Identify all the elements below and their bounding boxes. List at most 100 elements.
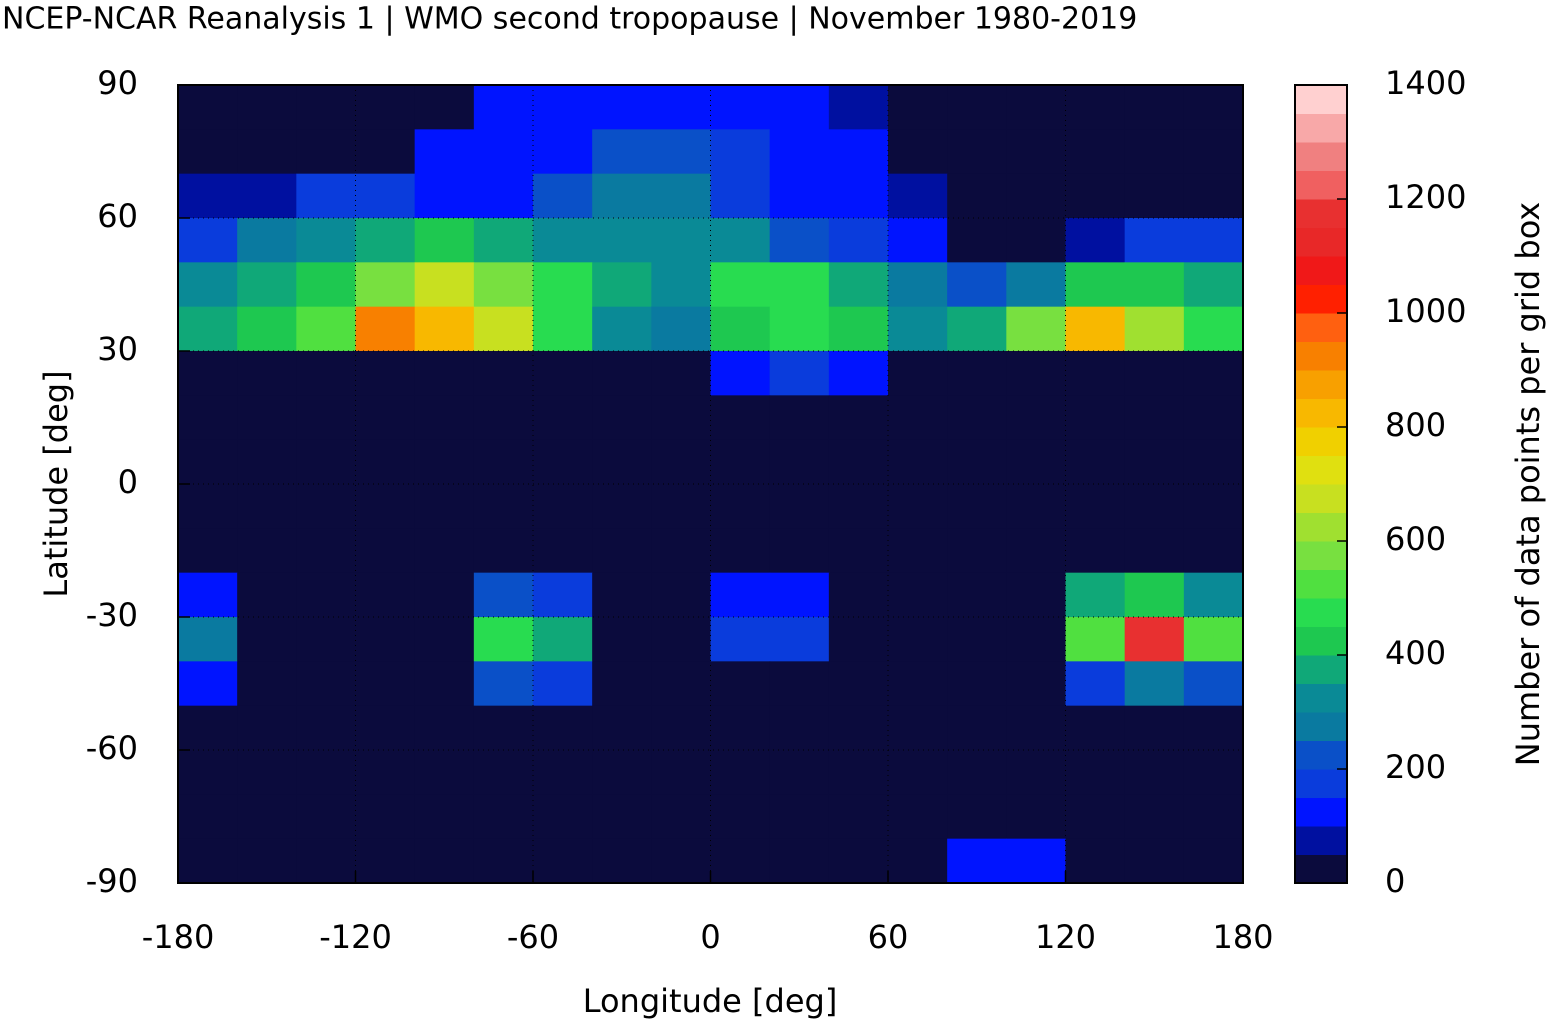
y-tick-label: -30 bbox=[86, 596, 138, 634]
colorbar-segment bbox=[1295, 655, 1347, 684]
colorbar-segment bbox=[1295, 341, 1347, 371]
heat-cell bbox=[769, 395, 830, 441]
heat-cell bbox=[1124, 173, 1185, 219]
heat-cell bbox=[592, 306, 652, 352]
heat-cell bbox=[533, 129, 593, 175]
heat-cell bbox=[769, 306, 830, 352]
heat-cell bbox=[592, 705, 652, 751]
heat-cell bbox=[355, 129, 416, 175]
heat-cell bbox=[710, 705, 771, 751]
heat-cell bbox=[1183, 173, 1244, 219]
heat-cell bbox=[296, 705, 356, 751]
heat-cell bbox=[178, 750, 238, 795]
colorbar-segment bbox=[1295, 199, 1347, 228]
heat-cell bbox=[651, 484, 711, 529]
heat-cell bbox=[1065, 838, 1126, 884]
heat-cell bbox=[296, 262, 356, 308]
heat-cell bbox=[1183, 661, 1244, 707]
heat-cell bbox=[533, 572, 593, 618]
heat-cell bbox=[1065, 129, 1126, 175]
heat-cell bbox=[828, 439, 889, 485]
heat-cell bbox=[828, 85, 889, 130]
heat-cell bbox=[533, 528, 593, 574]
heat-cell bbox=[178, 262, 238, 308]
colorbar-segment bbox=[1295, 85, 1347, 114]
heat-cell bbox=[888, 85, 948, 130]
heat-cell bbox=[592, 617, 652, 662]
heat-cell bbox=[828, 262, 889, 308]
heat-cell bbox=[533, 617, 593, 662]
heat-cell bbox=[533, 484, 593, 529]
heat-cell bbox=[888, 838, 948, 884]
y-tick-label: 90 bbox=[97, 64, 138, 102]
heat-cell bbox=[1183, 262, 1244, 308]
y-tick-label: 0 bbox=[118, 463, 138, 501]
heat-cell bbox=[414, 262, 475, 308]
heat-cell bbox=[473, 661, 534, 707]
heat-cell bbox=[1006, 351, 1066, 396]
heat-cell bbox=[473, 351, 534, 396]
heat-cell bbox=[651, 395, 711, 441]
heat-cell bbox=[1124, 750, 1185, 795]
heat-cell bbox=[592, 439, 652, 485]
heat-cell bbox=[237, 617, 297, 662]
heat-cell bbox=[1065, 794, 1126, 840]
heat-cell bbox=[769, 750, 830, 795]
y-tick-label: -90 bbox=[86, 862, 138, 900]
heat-cell bbox=[828, 218, 889, 263]
heat-cell bbox=[414, 218, 475, 263]
colorbar-segment bbox=[1295, 284, 1347, 314]
heat-cell bbox=[888, 351, 948, 396]
heat-cell bbox=[1006, 129, 1066, 175]
heat-cell bbox=[651, 306, 711, 352]
colorbar-tick-label: 0 bbox=[1385, 862, 1405, 900]
heat-cell bbox=[1006, 528, 1066, 574]
heat-cell bbox=[296, 572, 356, 618]
heat-cell bbox=[710, 838, 771, 884]
heat-cell bbox=[1065, 218, 1126, 263]
heat-cell bbox=[296, 750, 356, 795]
colorbar-segment bbox=[1295, 826, 1347, 855]
heat-cell bbox=[237, 218, 297, 263]
colorbar-segment bbox=[1295, 227, 1347, 257]
heat-cell bbox=[769, 705, 830, 751]
heat-cell bbox=[888, 173, 948, 219]
heat-cell bbox=[414, 129, 475, 175]
heat-cell bbox=[355, 661, 416, 707]
heat-cell bbox=[1065, 351, 1126, 396]
heat-cell bbox=[178, 129, 238, 175]
heat-cell bbox=[473, 484, 534, 529]
heat-cell bbox=[178, 306, 238, 352]
colorbar-segment bbox=[1295, 541, 1347, 570]
colorbar-tick-label: 600 bbox=[1385, 520, 1446, 558]
heat-cell bbox=[473, 617, 534, 662]
heat-cell bbox=[473, 528, 534, 574]
heat-cell bbox=[710, 262, 771, 308]
heat-cell bbox=[237, 661, 297, 707]
heat-cell bbox=[414, 661, 475, 707]
heat-cell bbox=[651, 129, 711, 175]
heat-cell bbox=[947, 794, 1007, 840]
heat-cell bbox=[769, 218, 830, 263]
heat-cell bbox=[1065, 661, 1126, 707]
heat-cell bbox=[592, 838, 652, 884]
heat-cell bbox=[533, 838, 593, 884]
heat-cell bbox=[473, 750, 534, 795]
heat-cell bbox=[710, 439, 771, 485]
heat-cell bbox=[1124, 262, 1185, 308]
heat-cell bbox=[710, 794, 771, 840]
heat-cell bbox=[828, 484, 889, 529]
heat-cell bbox=[178, 395, 238, 441]
heat-cell bbox=[237, 572, 297, 618]
heat-cell bbox=[178, 617, 238, 662]
heat-cell bbox=[473, 129, 534, 175]
heat-cell bbox=[769, 661, 830, 707]
heat-cell bbox=[533, 750, 593, 795]
heat-cell bbox=[947, 705, 1007, 751]
heat-cell bbox=[414, 838, 475, 884]
heat-cell bbox=[296, 173, 356, 219]
heat-cell bbox=[947, 661, 1007, 707]
colorbar-tick-label: 400 bbox=[1385, 634, 1446, 672]
heat-cell bbox=[355, 617, 416, 662]
heat-cell bbox=[947, 85, 1007, 130]
